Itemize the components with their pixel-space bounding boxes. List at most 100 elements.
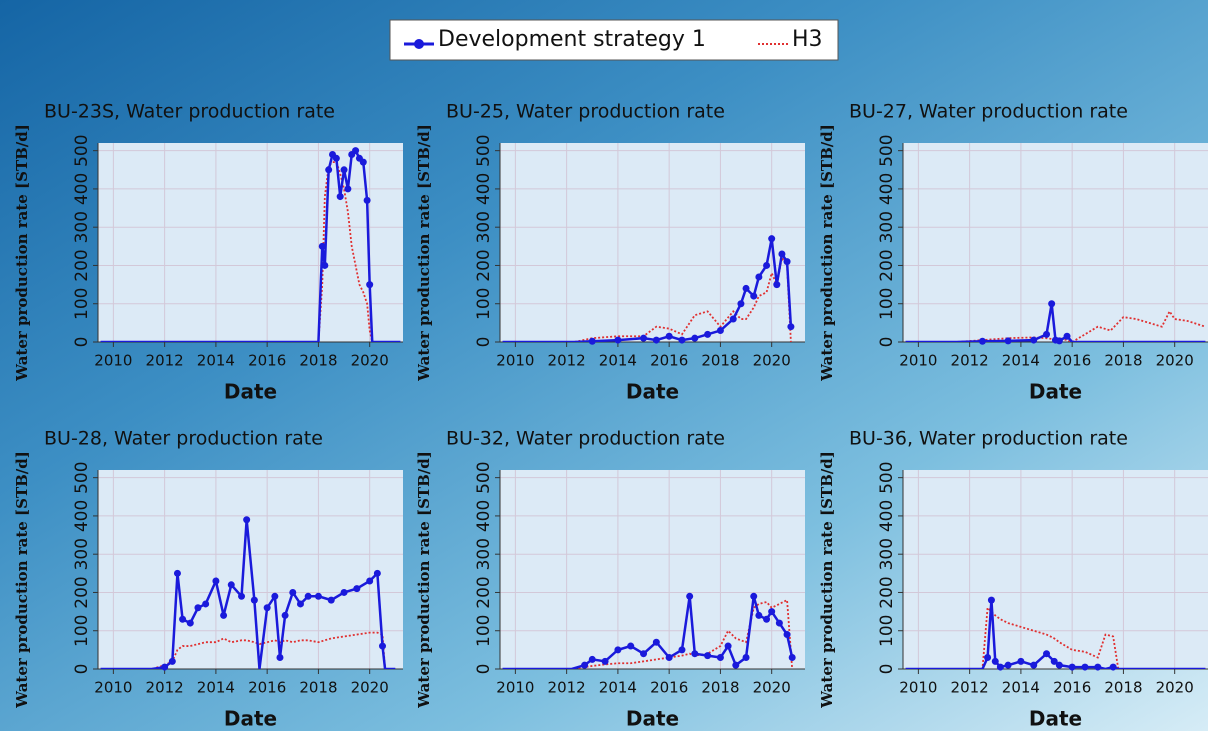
x-tick-label: 2010 [94, 352, 132, 370]
x-tick-label: 2012 [951, 352, 989, 370]
series-line [502, 238, 793, 342]
marker [691, 334, 699, 342]
marker [336, 193, 344, 201]
x-tick-label: 2018 [1104, 679, 1142, 697]
x-tick-label: 2020 [1156, 679, 1194, 697]
marker [378, 642, 386, 650]
legend-box [389, 19, 839, 61]
marker [314, 592, 322, 600]
marker [366, 281, 374, 289]
y-tick-label: 100 [474, 615, 494, 647]
x-tick-label: 2020 [753, 679, 791, 697]
x-tick-label: 2012 [548, 352, 586, 370]
x-tick-label: 2016 [650, 679, 688, 697]
y-tick-label: 500 [474, 461, 494, 493]
marker [987, 596, 995, 604]
x-tick-label: 2016 [650, 352, 688, 370]
x-tick-label: 2010 [899, 352, 937, 370]
panel-title: BU-32, Water production rate [446, 428, 725, 450]
panel: BU-36, Water production rate 2010 2012 2014… [818, 428, 1208, 731]
plot-area [500, 143, 805, 342]
x-tick-label: 2018 [701, 679, 739, 697]
marker [1109, 663, 1117, 671]
y-tick-label: 300 [474, 538, 494, 570]
plot-area [903, 143, 1208, 342]
legend-swatch [414, 39, 424, 49]
marker [318, 242, 326, 250]
marker [755, 273, 763, 281]
plot-area [98, 143, 403, 342]
marker [1043, 650, 1051, 658]
y-tick-label: 400 [877, 500, 897, 532]
y-tick-label: 100 [72, 615, 92, 647]
marker [742, 284, 750, 292]
x-tick-label: 2014 [197, 679, 235, 697]
panel-title: BU-23S, Water production rate [44, 101, 335, 123]
marker [640, 334, 648, 342]
x-tick-label: 2010 [94, 679, 132, 697]
marker [704, 330, 712, 338]
marker [742, 654, 750, 662]
marker [614, 336, 622, 344]
marker [1004, 661, 1012, 669]
y-tick-label: 200 [877, 249, 897, 281]
y-tick-label: 400 [72, 500, 92, 532]
marker [340, 166, 348, 174]
x-axis-label: Date [1029, 707, 1082, 731]
x-axis-label: Date [626, 707, 679, 731]
y-tick-label: 0 [474, 337, 494, 348]
marker [186, 619, 194, 627]
marker [168, 657, 176, 665]
x-tick-label: 2012 [951, 679, 989, 697]
series-line [502, 255, 792, 342]
x-tick-label: 2018 [701, 352, 739, 370]
marker [588, 655, 596, 663]
y-tick-label: 300 [72, 211, 92, 243]
y-axis-label: Water production rate [STB/d] [415, 124, 433, 382]
x-axis-label: Date [1029, 380, 1082, 404]
marker [1055, 661, 1063, 669]
panel-title: BU-36, Water production rate [849, 428, 1128, 450]
x-tick-label: 2010 [899, 679, 937, 697]
y-tick-label: 300 [72, 538, 92, 570]
x-tick-label: 2020 [1156, 352, 1194, 370]
y-tick-label: 500 [72, 461, 92, 493]
marker [750, 292, 758, 300]
panel: BU-25, Water production rate 2010 2012 2014… [415, 101, 805, 404]
marker [773, 281, 781, 289]
x-tick-label: 2020 [753, 352, 791, 370]
y-tick-label: 300 [877, 538, 897, 570]
x-tick-label: 2016 [248, 679, 286, 697]
marker [194, 604, 202, 612]
x-tick-label: 2014 [197, 352, 235, 370]
marker [1004, 337, 1012, 345]
marker [775, 619, 783, 627]
marker [652, 336, 660, 344]
x-tick-label: 2012 [146, 352, 184, 370]
y-tick-label: 400 [72, 173, 92, 205]
marker [327, 596, 335, 604]
marker [704, 652, 712, 660]
y-tick-label: 100 [72, 288, 92, 320]
x-tick-label: 2010 [496, 352, 534, 370]
x-tick-label: 2018 [1104, 352, 1142, 370]
marker [276, 654, 284, 662]
marker [220, 611, 228, 619]
marker [1063, 332, 1071, 340]
y-tick-label: 400 [474, 173, 494, 205]
panel-title: BU-28, Water production rate [44, 428, 323, 450]
x-tick-label: 2014 [1002, 352, 1040, 370]
x-tick-label: 2012 [146, 679, 184, 697]
marker [366, 577, 374, 585]
y-tick-label: 200 [474, 249, 494, 281]
legend-label: Development strategy 1 [438, 27, 706, 52]
marker [1030, 336, 1038, 344]
x-tick-label: 2010 [496, 679, 534, 697]
x-tick-label: 2012 [548, 679, 586, 697]
y-tick-label: 200 [474, 576, 494, 608]
marker [325, 166, 333, 174]
marker [788, 654, 796, 662]
marker [161, 663, 169, 671]
marker [304, 592, 312, 600]
